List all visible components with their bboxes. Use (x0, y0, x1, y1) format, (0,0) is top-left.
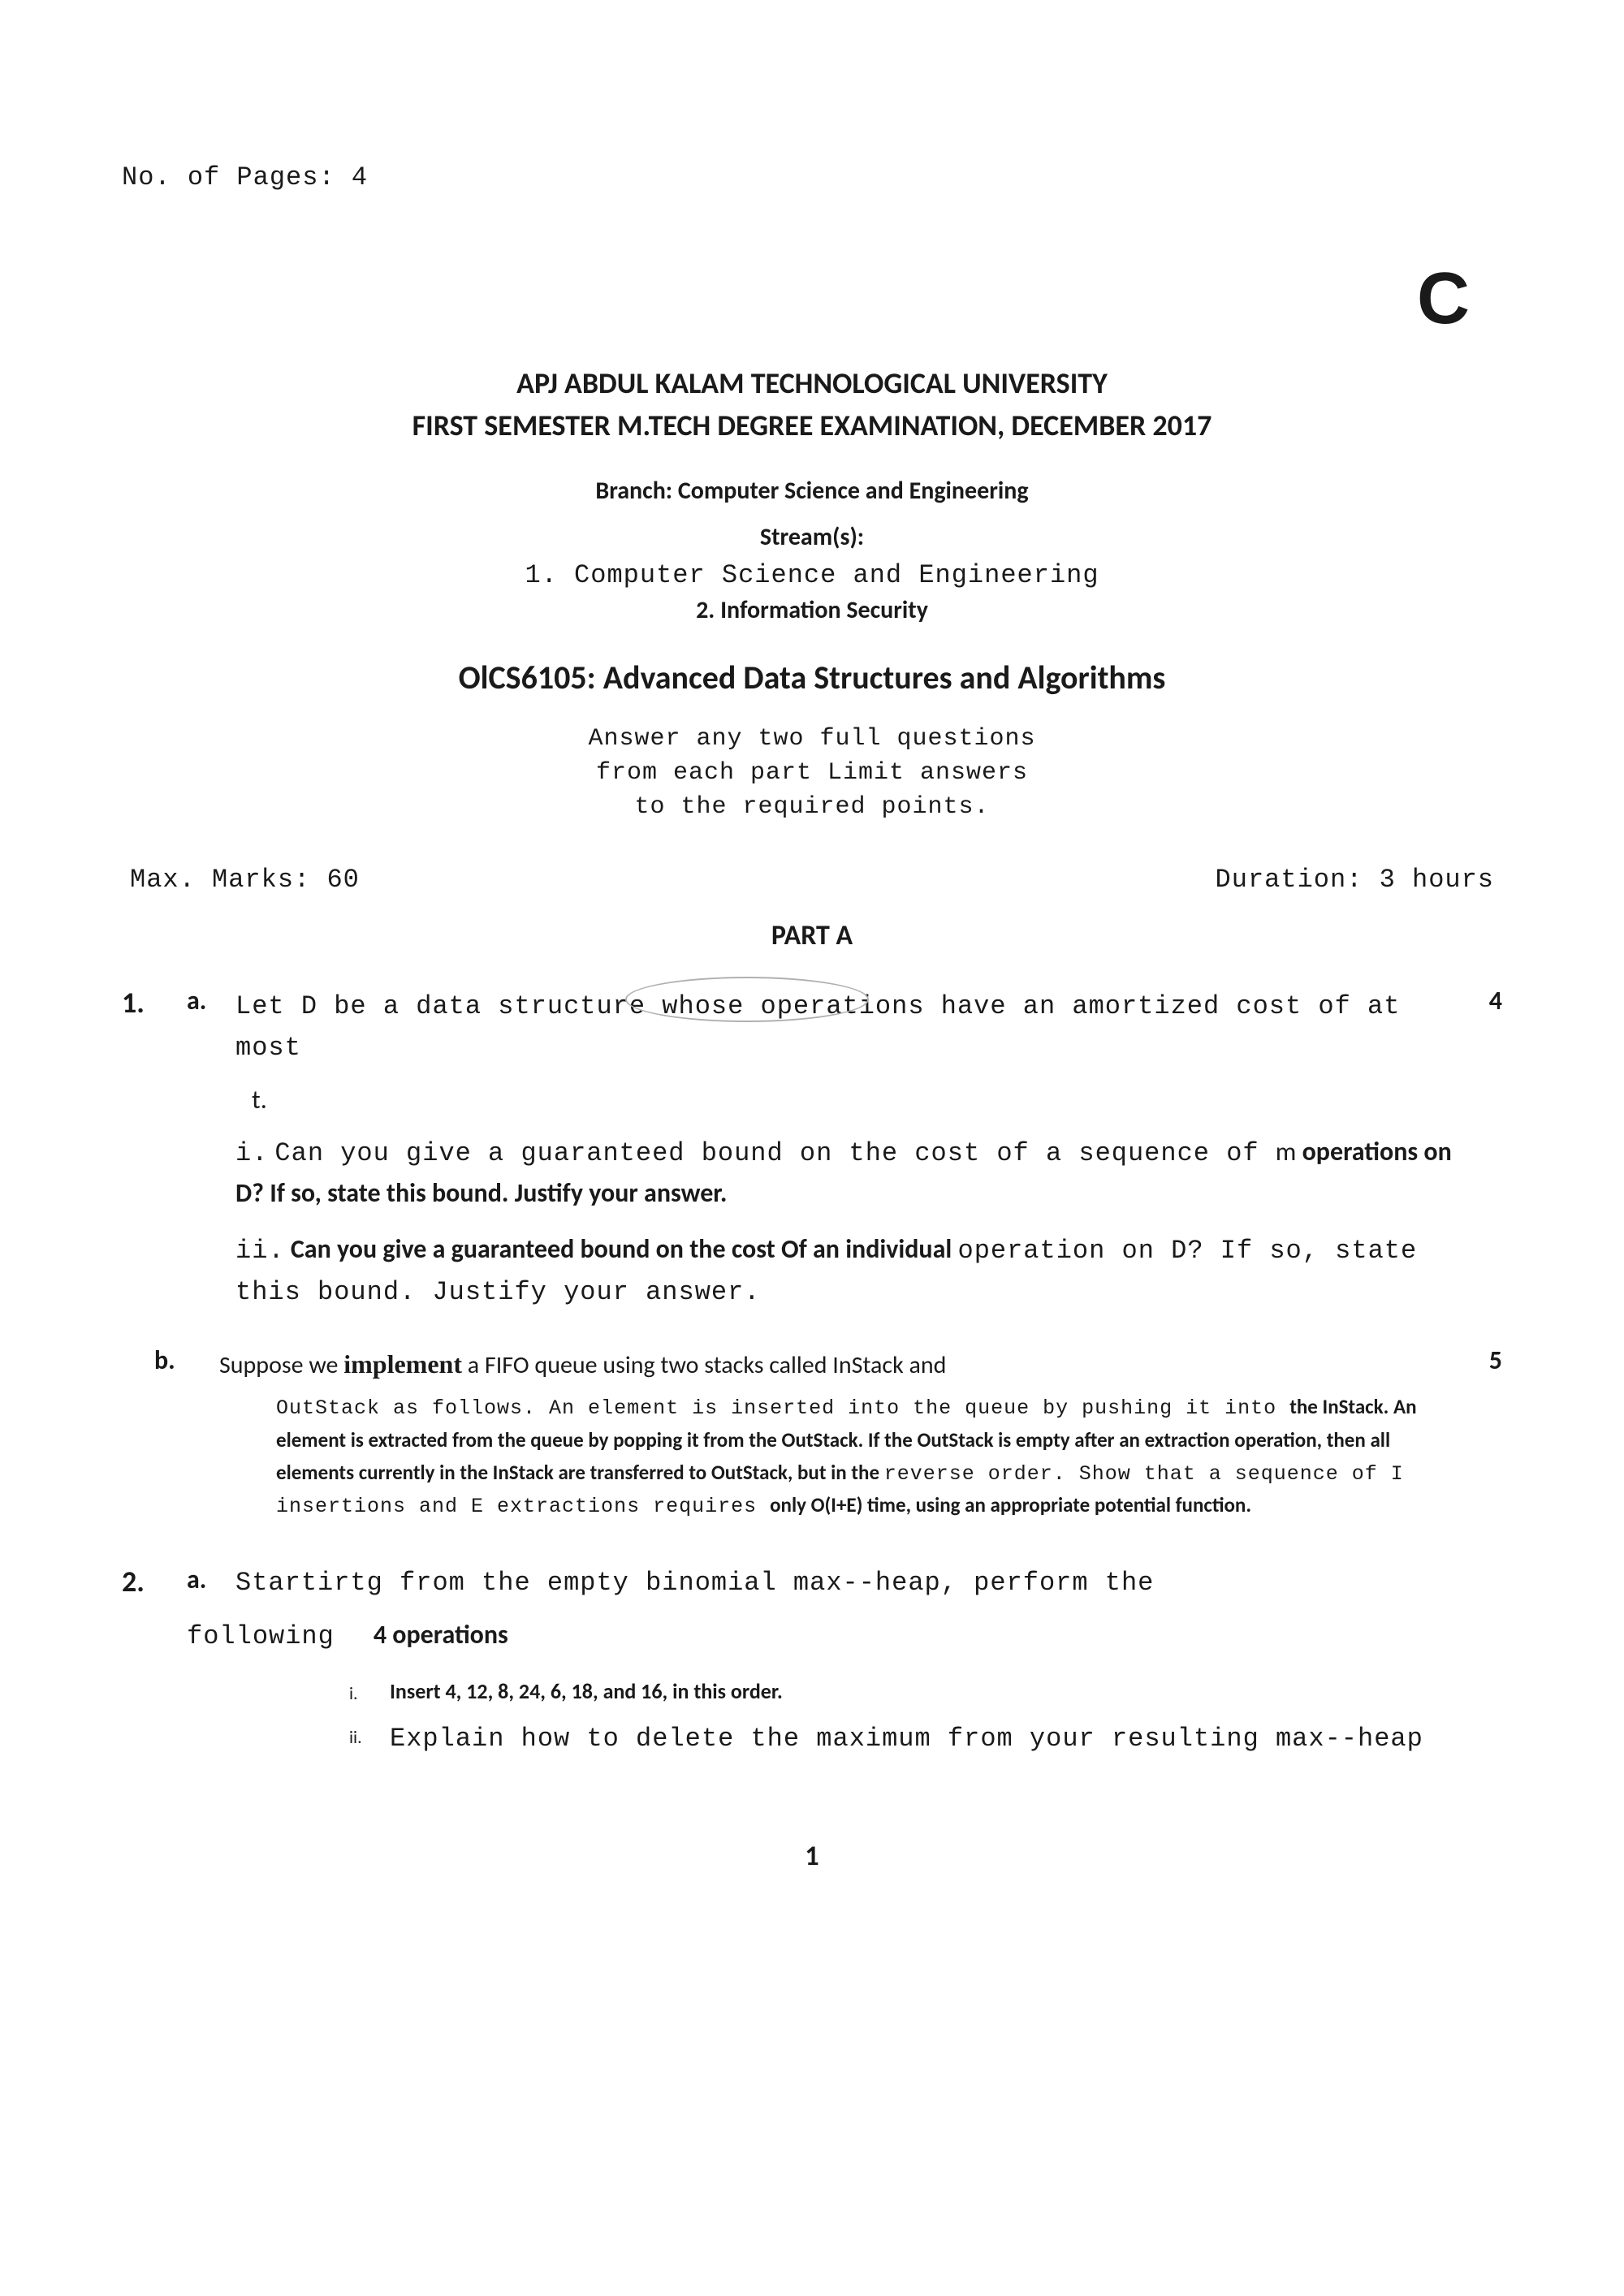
instr-line-1: Answer any two full questions (122, 722, 1502, 756)
duration: Duration: 3 hours (1216, 865, 1494, 895)
q1b-intro-pre: Suppose we (219, 1350, 343, 1380)
q2a-i-text: Insert 4, 12, 8, 24, 6, 18, and 16, in t… (390, 1676, 783, 1707)
q1a-sub: a. (187, 985, 235, 1016)
part-a-title: PART A (122, 919, 1502, 952)
instr-line-3: to the required points. (122, 790, 1502, 824)
q1a-ii-sans: Can you give a guaranteed bound on the c… (285, 1233, 958, 1265)
q1b-marks: 5 (1489, 1344, 1502, 1376)
q1a-i-line: i. Can you give a guaranteed bound on th… (235, 1132, 1502, 1213)
q1b-implement: implement (343, 1349, 462, 1379)
q2a-list: i. Insert 4, 12, 8, 24, 6, 18, and 16, i… (122, 1676, 1502, 1759)
q2a-ii-text: Explain how to delete the maximum from y… (390, 1720, 1423, 1759)
q2-number: 2. (122, 1564, 187, 1599)
stream-2: 2. Information Security (122, 595, 1502, 625)
q1b-intro-post: a FIFO queue using two stacks called InS… (462, 1350, 946, 1380)
q1a-t: t. (122, 1084, 1502, 1116)
q1b-row: b. Suppose we implement a FIFO queue usi… (122, 1344, 1502, 1383)
page-count: No. of Pages: 4 (122, 162, 1502, 192)
max-marks: Max. Marks: 60 (130, 865, 360, 895)
q1a-i: i. Can you give a guaranteed bound on th… (122, 1132, 1502, 1213)
section-letter: C (122, 257, 1502, 341)
q1b-d4: only O(I+E) time, using an appropriate p… (770, 1492, 1251, 1517)
q1a-i-label: i. (235, 1138, 268, 1168)
q1-number: 1. (122, 985, 187, 1021)
header-block: APJ ABDUL KALAM TECHNOLOGICAL UNIVERSITY… (122, 365, 1502, 824)
page-number: 1 (122, 1840, 1502, 1873)
q1a-body: Let D be a data structure whose operatio… (235, 985, 1445, 1068)
course-title: OlCS6105: Advanced Data Structures and A… (122, 658, 1502, 697)
q2a-ii: ii. Explain how to delete the maximum fr… (349, 1720, 1502, 1759)
streams-label: Stream(s): (122, 522, 1502, 552)
q2a-i: i. Insert 4, 12, 8, 24, 6, 18, and 16, i… (349, 1676, 1502, 1707)
q1b-body: Suppose we implement a FIFO queue using … (219, 1344, 1473, 1383)
stream-1: 1. Computer Science and Engineering (122, 560, 1502, 590)
q2a-row: 2. a. Startirtg from the empty binomial … (122, 1564, 1502, 1603)
q1a-ii-line: ii. Can you give a guaranteed bound on t… (235, 1229, 1502, 1312)
instr-line-2: from each part Limit answers (122, 756, 1502, 790)
marks-row: Max. Marks: 60 Duration: 3 hours (122, 865, 1502, 895)
q1a-i-m: m (1276, 1136, 1297, 1167)
q1a-text-mid: ure whose op (596, 991, 793, 1021)
q1a-text-pre: Let D be a data struct (235, 991, 596, 1021)
q1a-i-mono: Can you give a guaranteed bound on the c… (274, 1138, 1275, 1168)
university-title: APJ ABDUL KALAM TECHNOLOGICAL UNIVERSITY (122, 365, 1502, 401)
q2a-i-roman: i. (349, 1676, 390, 1704)
exam-title: FIRST SEMESTER M.TECH DEGREE EXAMINATION… (122, 408, 1502, 443)
q2a-sub: a. (187, 1564, 235, 1595)
instructions: Answer any two full questions from each … (122, 722, 1502, 824)
q1a-ii-label: ii. (235, 1236, 285, 1266)
q1b-detail: OutStack as follows. An element is inser… (122, 1392, 1502, 1523)
branch: Branch: Computer Science and Engineering (122, 476, 1502, 506)
q2a-ops-text: 4 operations (374, 1619, 508, 1651)
q1a-row: 1. a. Let D be a data structure whose op… (122, 985, 1502, 1068)
q1a-ii: ii. Can you give a guaranteed bound on t… (122, 1229, 1502, 1312)
q2a-ii-roman: ii. (349, 1720, 390, 1748)
q2a-following: following (187, 1621, 335, 1651)
q1b-d1: OutStack as follows. An element is inser… (276, 1396, 1289, 1420)
q1a-marks: 4 (1462, 985, 1502, 1016)
q2a-body: Startirtg from the empty binomial max--h… (235, 1564, 1502, 1603)
q2a-ops: following 4 operations (122, 1619, 1502, 1651)
q1b-sub: b. (122, 1344, 219, 1376)
